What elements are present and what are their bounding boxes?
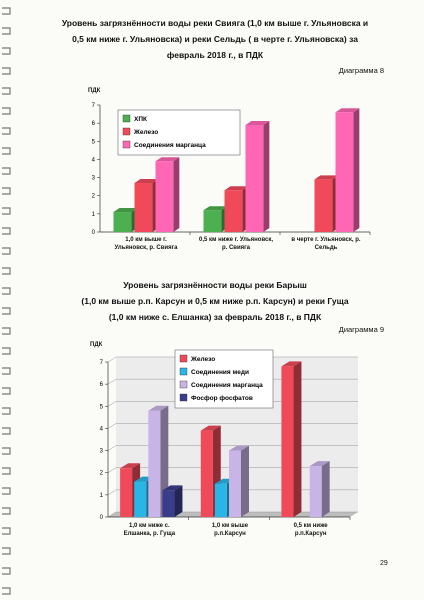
bar-top	[281, 361, 302, 367]
legend-swatch	[179, 367, 188, 376]
bar	[134, 183, 153, 232]
bar-side	[263, 120, 270, 232]
bar-top	[335, 108, 360, 113]
bar-side	[174, 485, 183, 517]
bar-side	[353, 108, 360, 232]
bar-top	[155, 157, 180, 162]
legend-label: ХПК	[134, 116, 147, 123]
bar	[155, 161, 174, 232]
chart-title: Уровень загрязнённости воды реки Свияга …	[61, 18, 369, 28]
chart-title: Уровень загрязнённости воды реки Барыш	[123, 280, 307, 290]
legend-box	[174, 349, 274, 409]
y-tick-label: 0	[92, 230, 96, 236]
y-tick-label: 2	[92, 194, 96, 200]
legend-swatch	[122, 140, 131, 149]
grid-line	[107, 401, 358, 407]
bar	[148, 410, 161, 517]
legend-label: Фосфор фосфатов	[191, 395, 253, 402]
bar-top	[148, 405, 169, 411]
legend-box	[117, 109, 241, 156]
diagram-label: Диаграмма 8	[338, 66, 384, 75]
bar	[214, 483, 227, 517]
bar-top	[200, 425, 221, 431]
grid-line	[107, 445, 358, 451]
chart-title: февраль 2018 г., в ПДК	[166, 50, 264, 60]
x-tick-label: 1,0 км ниже с. Елшанка, р. Гуща	[123, 523, 176, 537]
page-number: 29	[380, 560, 388, 567]
bar	[314, 179, 333, 232]
bar-top	[314, 175, 339, 180]
grid-line	[107, 511, 358, 518]
x-tick-label: в черте г. Ульяновск, р. Сельдь	[291, 237, 361, 251]
bar	[203, 210, 222, 232]
bar	[162, 490, 175, 517]
legend-swatch	[122, 114, 131, 123]
bar	[200, 430, 213, 517]
bar-top	[245, 120, 270, 125]
legend-label: Соединения меди	[191, 369, 249, 376]
bar-top	[120, 463, 141, 469]
x-tick-label: 0,5 км ниже г. Ульяновск, р. Свияга	[198, 237, 274, 251]
y-tick-label: 5	[100, 404, 104, 410]
legend-swatch	[122, 127, 131, 136]
bar	[134, 481, 147, 517]
legend-label: Железо	[190, 356, 215, 363]
y-tick-label: 2	[100, 471, 104, 477]
y-axis-label: ПДК	[90, 342, 103, 348]
chart-title: (1,0 км выше р.п. Карсун и 0,5 км ниже р…	[81, 296, 349, 306]
bar-top	[229, 445, 249, 451]
grid-line	[107, 356, 358, 363]
bar	[309, 466, 322, 517]
diagram-label: Диаграмма 9	[338, 325, 384, 334]
chart-title: (1,0 км ниже с. Елшанка) за февраль 2018…	[108, 312, 322, 322]
grid-line	[107, 378, 358, 385]
bar	[245, 124, 264, 232]
y-tick-label: 6	[100, 382, 104, 388]
legend-swatch	[179, 354, 188, 363]
binding	[2, 7, 11, 595]
legend-label: Соединения марганца	[191, 382, 263, 389]
bar	[281, 366, 294, 517]
y-tick-label: 5	[92, 139, 96, 145]
bar-side	[321, 461, 330, 517]
grid-line	[107, 423, 358, 429]
legend-label: Железо	[133, 129, 158, 136]
y-tick-label: 1	[92, 212, 96, 218]
y-tick-label: 0	[100, 515, 104, 521]
bar-top	[113, 208, 138, 213]
chart-title: 0,5 км ниже г. Ульяновска) и реки Сельдь…	[72, 34, 358, 44]
legend-swatch	[179, 380, 188, 389]
x-tick-label: 1,0 км выше г. Ульяновск, р. Свияга	[114, 237, 178, 251]
y-tick-label: 6	[92, 121, 96, 127]
bar	[224, 190, 243, 232]
bar-top	[162, 485, 183, 491]
bar-side	[173, 157, 180, 232]
grid-line	[107, 489, 358, 496]
bar	[335, 112, 354, 232]
x-tick-label: 0,5 км ниже р.п.Карсун	[293, 523, 328, 537]
y-tick-label: 3	[100, 449, 104, 455]
bar-side	[240, 445, 249, 517]
bar-top	[224, 186, 249, 191]
legend-label: Соединения марганца	[134, 142, 206, 149]
bar	[113, 212, 132, 232]
bar-top	[309, 461, 330, 467]
bar-top	[203, 206, 228, 211]
bar-top	[134, 179, 159, 184]
bar	[229, 450, 241, 517]
bar-side	[293, 361, 302, 517]
y-tick-label: 7	[100, 360, 104, 366]
x-tick-label: 1,0 км выше р.п.Карсун	[211, 523, 249, 537]
grid-line	[107, 467, 358, 473]
y-tick-label: 3	[92, 176, 96, 182]
y-tick-label: 7	[92, 103, 96, 109]
legend-swatch	[179, 393, 188, 402]
y-axis-label: ПДК	[88, 88, 101, 94]
y-tick-label: 4	[100, 426, 104, 432]
bar	[120, 468, 133, 517]
y-tick-label: 4	[92, 157, 96, 163]
y-tick-label: 1	[100, 493, 104, 499]
